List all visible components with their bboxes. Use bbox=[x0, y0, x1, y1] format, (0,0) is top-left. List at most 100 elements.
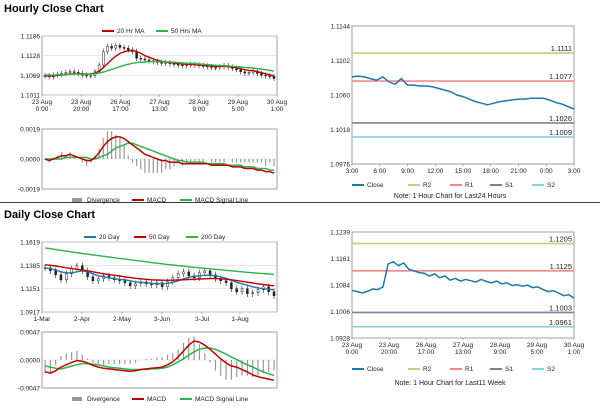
x-tick-label: 21:00 bbox=[510, 168, 527, 175]
x-tick-label: 20:00 bbox=[381, 349, 398, 356]
candle-body bbox=[114, 45, 118, 49]
close-line bbox=[351, 260, 575, 299]
x-tick-label: 3-Jul bbox=[195, 316, 210, 323]
y-tick-label: 1.1084 bbox=[330, 282, 350, 289]
levels-legend-s2-label: S2 bbox=[547, 182, 555, 189]
x-tick-label: 20:00 bbox=[73, 106, 90, 113]
candle-body bbox=[160, 62, 163, 64]
x-tick-label: 13:00 bbox=[151, 106, 168, 113]
levels-legend-s1-label: S1 bbox=[505, 366, 513, 373]
levels-legend-close-label: Close bbox=[367, 182, 384, 189]
legend-0-label: 20 Day bbox=[99, 234, 120, 241]
ma-line-ma50 bbox=[45, 60, 275, 76]
level-label-s2: 1.1009 bbox=[549, 128, 572, 137]
y-tick-label: 1.1011 bbox=[21, 93, 41, 100]
x-tick-label: 23 Aug bbox=[379, 342, 400, 349]
x-tick-label: 17:00 bbox=[112, 106, 129, 113]
candle-body bbox=[102, 51, 105, 66]
candle-body bbox=[68, 71, 72, 73]
level-label-r2: 1.1205 bbox=[549, 235, 572, 244]
candle-body bbox=[182, 271, 185, 275]
candle-body bbox=[243, 71, 247, 74]
macd-line bbox=[44, 136, 275, 174]
ma-line-ma50 bbox=[44, 264, 275, 287]
x-tick-label: 23 Aug bbox=[71, 99, 92, 106]
macd-legend-0-label: Divergence bbox=[87, 396, 120, 403]
candle-body bbox=[235, 288, 238, 293]
levels-legend-r1-label: R1 bbox=[465, 366, 474, 373]
candle-body bbox=[97, 278, 100, 282]
daily-price-chart: 1.1619 1.1385 1.1151 1.0917 20 Day 50 Day 200 … bbox=[0, 222, 300, 326]
candle-body bbox=[54, 270, 57, 276]
candle-body bbox=[143, 58, 147, 61]
daily-levels-chart: 1.1239 1.1161 1.1084 1.1006 1.0928 1.1205 1.11… bbox=[300, 222, 600, 412]
macd-line bbox=[44, 340, 275, 382]
x-tick-label: 5:00 bbox=[232, 106, 245, 113]
hourly-levels-chart: 1.1144 1.1102 1.1060 1.1018 1.0976 1.1111 1.10… bbox=[300, 16, 600, 202]
x-tick-label: 1-Aug bbox=[231, 316, 249, 323]
candle-body bbox=[264, 74, 267, 77]
levels-legend-s2-label: S2 bbox=[547, 366, 555, 373]
candle-body bbox=[118, 45, 122, 48]
x-tick-label: 1:00 bbox=[271, 106, 284, 113]
macd-legend-2-label: MACD Signal Line bbox=[195, 396, 248, 403]
chart-note: Note: 1 Hour Chart for Last11 Week bbox=[394, 380, 506, 387]
x-tick-label: 26 Aug bbox=[416, 342, 437, 349]
level-label-s2: 1.0961 bbox=[549, 318, 572, 327]
x-tick-label: 26 Aug bbox=[110, 99, 131, 106]
x-tick-label: 6:00 bbox=[373, 168, 386, 175]
x-tick-label: 30 Aug bbox=[267, 99, 288, 106]
x-tick-label: 17:00 bbox=[418, 349, 435, 356]
y-tick-label: 1.0928 bbox=[330, 336, 350, 343]
y-tick-label: 1.1128 bbox=[21, 53, 41, 60]
x-tick-label: 9:00 bbox=[494, 349, 507, 356]
levels-legend-r2-label: R2 bbox=[423, 182, 432, 189]
x-tick-label: 3:00 bbox=[346, 168, 359, 175]
x-tick-label: 2-May bbox=[113, 316, 132, 323]
levels-legend-close-label: Close bbox=[367, 366, 384, 373]
y-tick-label: 1.1619 bbox=[20, 240, 40, 247]
levels-legend-r1-label: R1 bbox=[465, 182, 474, 189]
candle-body bbox=[134, 283, 137, 287]
candle-body bbox=[187, 271, 191, 277]
y-tick-label: 1.1239 bbox=[330, 230, 350, 237]
candle-body bbox=[59, 274, 63, 281]
y-tick-label: 1.1385 bbox=[20, 263, 40, 270]
x-tick-label: 0:00 bbox=[36, 106, 49, 113]
x-tick-label: 0:00 bbox=[540, 168, 553, 175]
macd-signal-line bbox=[45, 142, 274, 171]
x-tick-label: 5:00 bbox=[531, 349, 544, 356]
candle-body bbox=[176, 273, 180, 279]
macd-legend-2-label: MACD Signal Line bbox=[195, 197, 248, 204]
y-tick-label: 1.1006 bbox=[330, 309, 350, 316]
candle-body bbox=[85, 74, 88, 77]
level-label-s1: 1.1003 bbox=[549, 303, 572, 312]
chart-note: Note: 1 Hour Chart for Last24 Hours bbox=[394, 193, 507, 200]
y-tick-label: 1.0976 bbox=[330, 162, 350, 169]
level-label-s1: 1.1026 bbox=[549, 114, 572, 123]
candle-body bbox=[91, 276, 95, 282]
candle-body bbox=[127, 47, 130, 51]
candle-body bbox=[72, 71, 76, 73]
level-label-r1: 1.1125 bbox=[550, 262, 572, 271]
hourly-price-chart: 1.1186 1.1128 1.1069 1.1011 20 Hr MA 50 Hrs M… bbox=[0, 16, 300, 120]
candle-body bbox=[247, 72, 251, 74]
ma-line-ma200 bbox=[44, 247, 275, 275]
candle-body bbox=[185, 64, 188, 67]
close-line bbox=[351, 75, 575, 110]
candle-body bbox=[272, 291, 276, 296]
candle-body bbox=[239, 69, 242, 72]
x-tick-label: 13:00 bbox=[455, 349, 472, 356]
x-tick-label: 3-Jun bbox=[154, 316, 171, 323]
y-tick-label: 1.1102 bbox=[331, 58, 351, 65]
legend-1-label: 50 Hrs MA bbox=[171, 28, 202, 35]
candle-body bbox=[89, 75, 93, 77]
plot-frame bbox=[41, 35, 278, 96]
y-tick-label: 1.1018 bbox=[330, 127, 350, 134]
x-tick-label: 18:00 bbox=[483, 168, 500, 175]
candle-body bbox=[166, 281, 169, 288]
hourly-macd-chart: 0.0019 0.0000 -0.0019 Divergence MACD MACD Si… bbox=[0, 120, 300, 204]
candle-body bbox=[246, 288, 249, 295]
candle-body bbox=[75, 265, 79, 270]
candle-body bbox=[110, 46, 113, 49]
